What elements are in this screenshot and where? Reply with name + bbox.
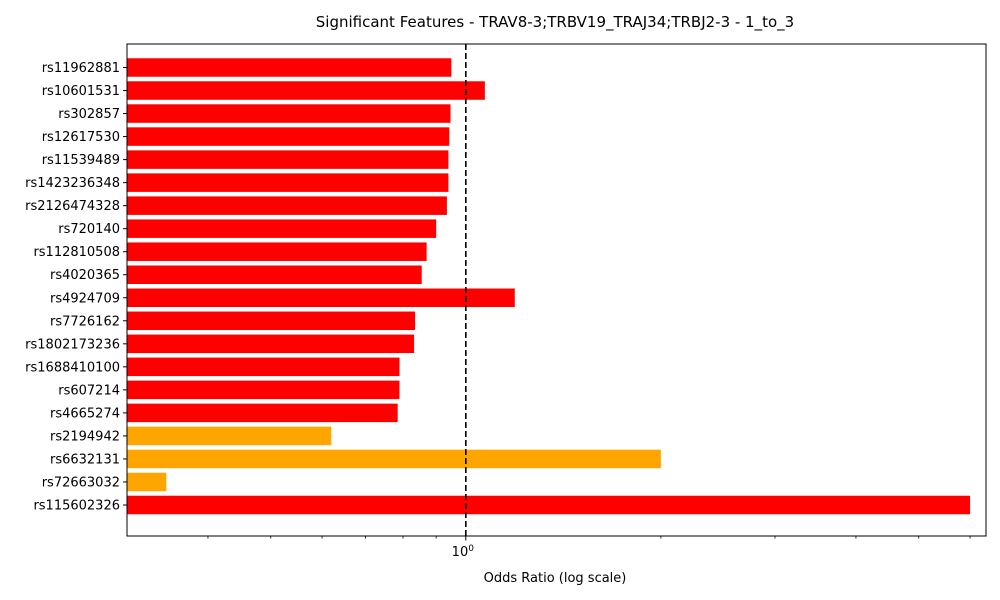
bar-rs4924709	[127, 288, 515, 308]
chart-title: Significant Features - TRAV8-3;TRBV19_TR…	[316, 13, 794, 32]
bar-rs115602326	[127, 495, 971, 515]
axes-layer	[123, 43, 987, 541]
y-tick-label: rs72663032	[42, 475, 120, 490]
y-tick-label: rs12617530	[42, 130, 120, 145]
y-tick-label: rs115602326	[33, 499, 120, 514]
y-tick-label: rs6632131	[50, 452, 120, 467]
bar-rs6632131	[127, 449, 661, 469]
y-tick-label: rs607214	[58, 383, 120, 398]
x-axis-label: Odds Ratio (log scale)	[484, 571, 627, 586]
y-tick-labels: rs11962881 rs10601531 rs302857 rs12617530 rs…	[25, 61, 120, 514]
y-tick-label: rs2194942	[50, 429, 120, 444]
bar-rs720140	[127, 219, 437, 238]
x-tick-labels: 100	[452, 544, 475, 560]
y-tick-label: rs720140	[58, 222, 120, 237]
bar-rs4665274	[127, 403, 398, 423]
y-tick-label: rs1802173236	[25, 337, 120, 352]
plot-frame	[126, 43, 987, 537]
bar-rs2194942	[127, 426, 332, 446]
bar-rs1688410100	[127, 357, 400, 377]
bar-rs2126474328	[127, 196, 447, 215]
y-tick-label: rs1423236348	[25, 176, 120, 191]
y-tick-label: rs11539489	[42, 153, 120, 168]
bars-layer	[127, 58, 971, 515]
y-tick-label: rs7726162	[50, 314, 120, 329]
bar-rs11962881	[127, 58, 452, 77]
y-tick-label: rs10601531	[42, 84, 120, 99]
bar-rs302857	[127, 104, 451, 123]
bar-rs10601531	[127, 81, 485, 100]
bar-rs72663032	[127, 472, 167, 492]
y-tick-label: rs11962881	[42, 61, 120, 76]
y-tick-label: rs2126474328	[25, 199, 120, 214]
y-tick-label: rs4924709	[50, 291, 120, 306]
bar-rs112810508	[127, 242, 427, 261]
bar-rs4020365	[127, 265, 422, 284]
bar-rs7726162	[127, 311, 416, 331]
y-tick-label: rs112810508	[33, 245, 120, 260]
y-tick-label: rs302857	[58, 107, 120, 122]
y-tick-label: rs4665274	[50, 406, 120, 421]
y-tick-label: rs1688410100	[25, 360, 120, 375]
bar-rs1423236348	[127, 173, 449, 192]
bar-rs1802173236	[127, 334, 415, 354]
bar-rs12617530	[127, 127, 450, 146]
bar-rs11539489	[127, 150, 449, 169]
x-tick-label: 100	[452, 544, 475, 560]
y-tick-label: rs4020365	[50, 268, 120, 283]
bar-rs607214	[127, 380, 400, 400]
